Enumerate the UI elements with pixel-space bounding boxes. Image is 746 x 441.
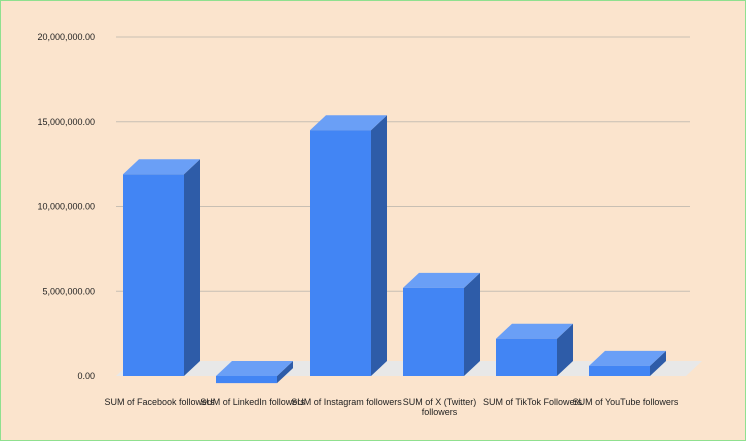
- x-tick-label: SUM of LinkedIn followers: [200, 397, 305, 407]
- bar: [310, 130, 371, 376]
- x-tick-label: SUM of YouTube followers: [573, 397, 679, 407]
- bar-top: [216, 361, 293, 376]
- bar-top: [310, 115, 387, 131]
- bar-side: [184, 159, 200, 376]
- bar-side: [277, 361, 293, 384]
- bar-top: [403, 272, 480, 288]
- x-tick-label: SUM of Instagram followers: [291, 397, 402, 407]
- y-tick-label: 15,000,000.00: [37, 117, 95, 127]
- bar: [123, 174, 184, 376]
- bar-side: [557, 323, 573, 376]
- bar-side: [464, 272, 480, 376]
- bar-side: [650, 350, 666, 376]
- bar-side: [371, 115, 387, 376]
- x-tick-label: SUM of TikTok Followers: [483, 397, 583, 407]
- y-tick-label: 10,000,000.00: [37, 202, 95, 212]
- bar-top: [123, 159, 200, 175]
- bar: [589, 365, 650, 376]
- bar: [403, 287, 464, 376]
- bar-top: [589, 350, 666, 366]
- x-tick-label: SUM of Facebook followers: [104, 397, 215, 407]
- bar: [496, 338, 557, 376]
- y-tick-label: 5,000,000.00: [42, 286, 95, 296]
- bar-top: [496, 323, 573, 339]
- y-tick-label: 20,000,000.00: [37, 32, 95, 42]
- x-tick-label: SUM of X (Twitter) followers: [403, 397, 477, 417]
- y-tick-label: 0.00: [77, 371, 95, 381]
- bar: [216, 376, 277, 384]
